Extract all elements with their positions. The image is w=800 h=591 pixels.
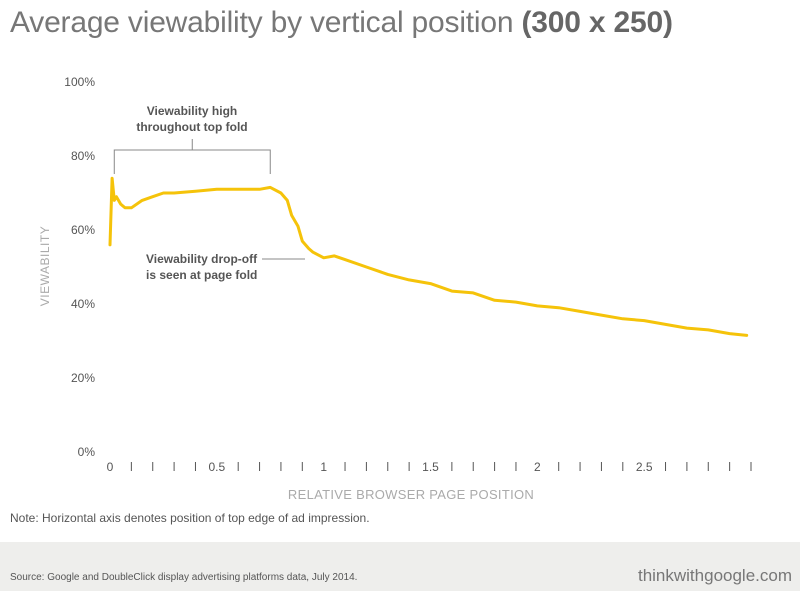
y-tick-label: 20% bbox=[71, 371, 95, 385]
annotation-top-fold-line1: Viewability high bbox=[147, 104, 237, 118]
x-tick-label: 2.5 bbox=[636, 460, 653, 474]
x-tick-label: 1.5 bbox=[422, 460, 439, 474]
y-tick-label: 0% bbox=[78, 445, 96, 459]
annotation-drop-off-line2: is seen at page fold bbox=[146, 268, 257, 282]
x-tick-label: 0 bbox=[107, 460, 114, 474]
x-tick-label: 1 bbox=[320, 460, 327, 474]
brand-link[interactable]: thinkwithgoogle.com bbox=[637, 566, 792, 585]
y-tick-label: 40% bbox=[71, 297, 95, 311]
source-text: Source: Google and DoubleClick display a… bbox=[10, 572, 358, 583]
chart-title-main: Average viewability by vertical position bbox=[10, 6, 522, 39]
y-axis-label: VIEWABILITY bbox=[38, 226, 52, 306]
y-tick-label: 60% bbox=[71, 223, 95, 237]
x-axis: 0 0.5 1 1.5 2 2.5 bbox=[107, 460, 752, 474]
x-tick-label: 2 bbox=[534, 460, 541, 474]
footnote: Note: Horizontal axis denotes position o… bbox=[10, 511, 370, 525]
annotation-top-fold: Viewability high throughout top fold bbox=[113, 104, 271, 174]
series-line-viewability bbox=[108, 176, 749, 337]
y-axis: 0% 20% 40% 60% 80% 100% bbox=[64, 75, 95, 459]
annotation-drop-off: Viewability drop-off is seen at page fol… bbox=[146, 252, 305, 282]
annotation-drop-off-line1: Viewability drop-off bbox=[146, 252, 258, 266]
y-tick-label: 100% bbox=[64, 75, 95, 89]
annotation-bracket bbox=[113, 139, 271, 174]
chart-title: Average viewability by vertical position… bbox=[10, 6, 673, 40]
annotation-top-fold-line2: throughout top fold bbox=[136, 120, 247, 134]
x-axis-label: RELATIVE BROWSER PAGE POSITION bbox=[288, 487, 534, 502]
y-tick-label: 80% bbox=[71, 149, 95, 163]
line-chart: 0% 20% 40% 60% 80% 100% 0 0.5 1 1.5 2 2.5 VIEWABIL… bbox=[38, 75, 752, 502]
x-tick-label: 0.5 bbox=[208, 460, 225, 474]
chart-title-bold: (300 x 250) bbox=[521, 6, 673, 39]
footer: Source: Google and DoubleClick display a… bbox=[0, 542, 800, 591]
